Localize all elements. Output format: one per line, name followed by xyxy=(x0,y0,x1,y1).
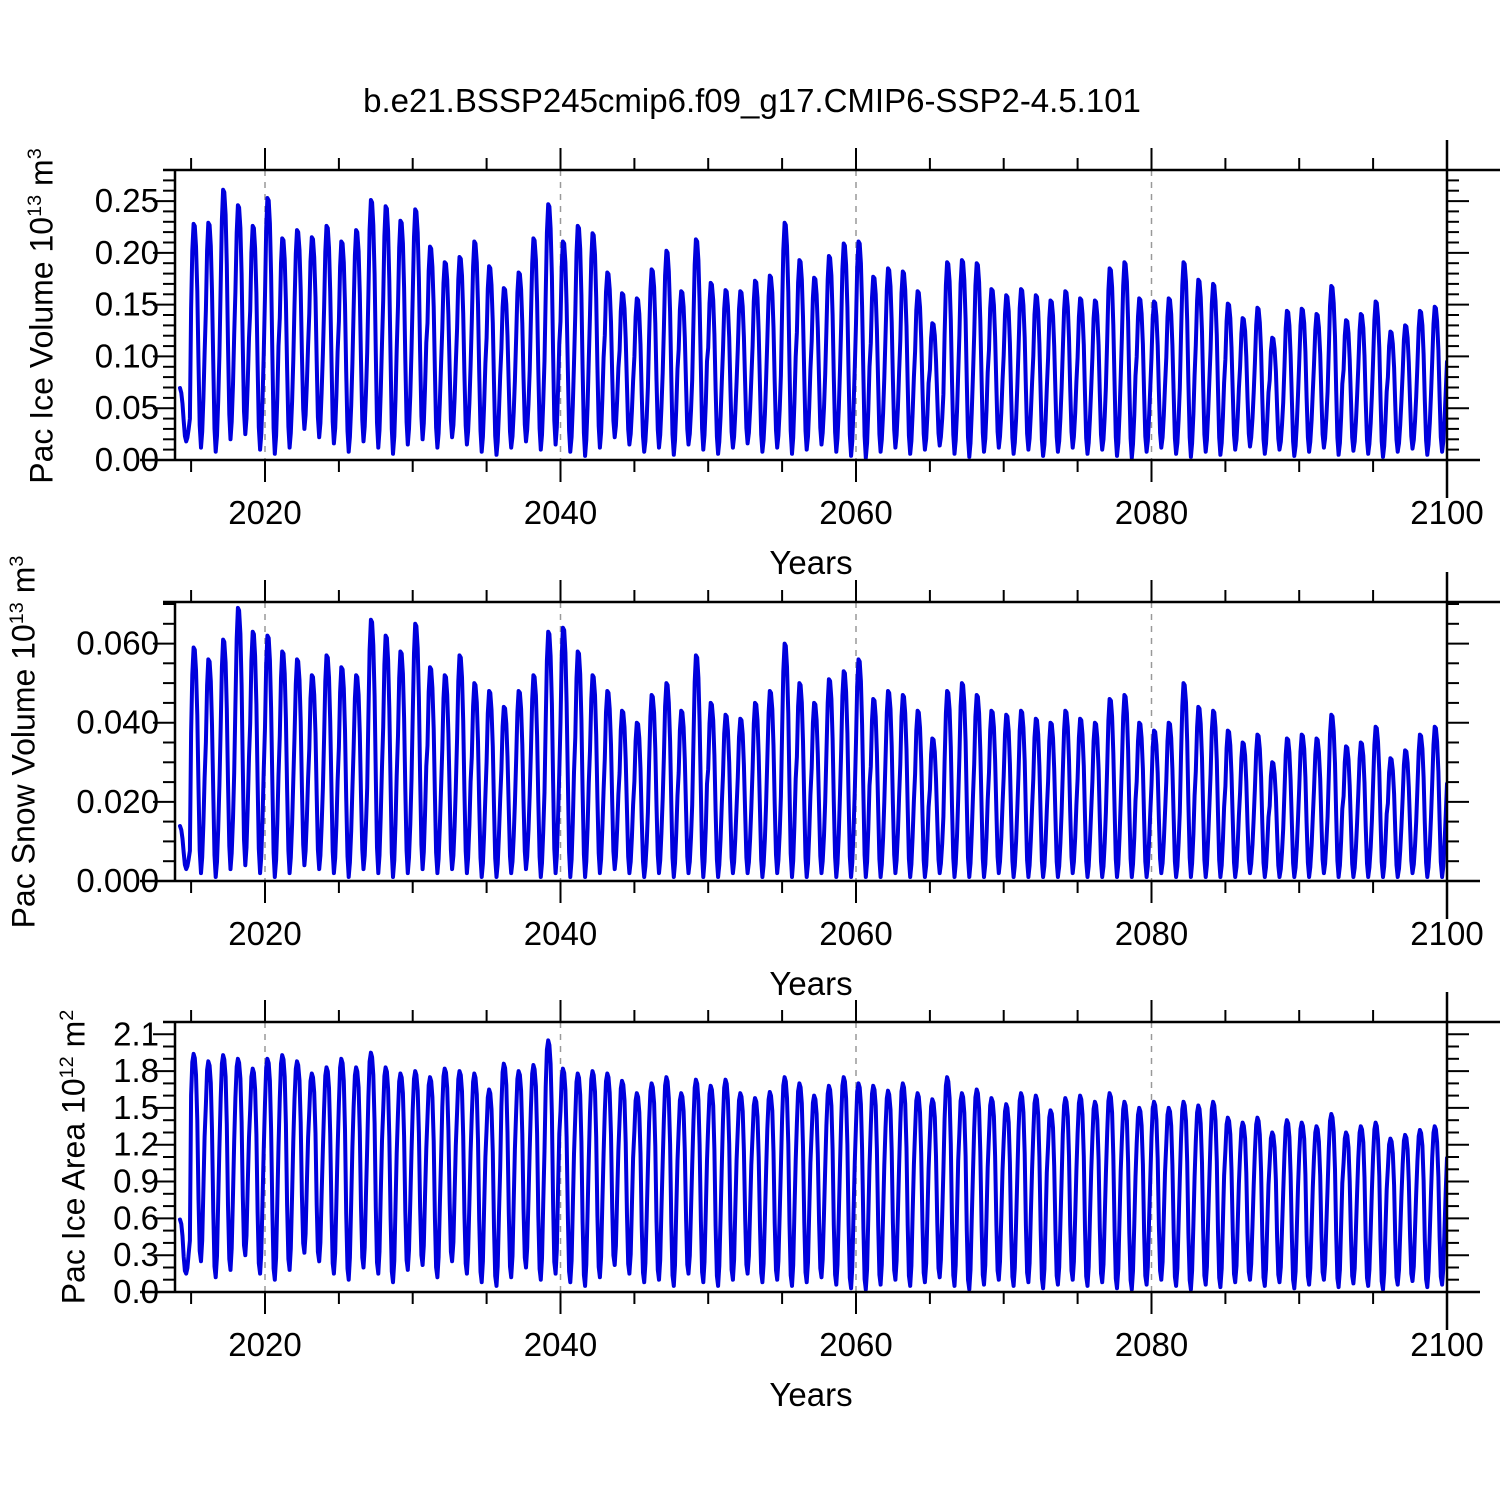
panel-ice-area: 2020 2040 2060 2080 2100 0.00.30.60.91.21.51.… xyxy=(113,992,1500,1363)
x-axis-label-panel3: Years xyxy=(769,1376,853,1413)
svg-text:1.2: 1.2 xyxy=(113,1126,159,1163)
svg-text:2100: 2100 xyxy=(1410,915,1483,952)
y-axis-exponent: 13 xyxy=(5,602,28,625)
panel-snow-volume: 2020 2040 2060 2080 2100 0.000 0.020 0.040 0.060 xyxy=(76,572,1500,952)
svg-text:0.3: 0.3 xyxy=(113,1236,159,1273)
y-axis-unit: m xyxy=(55,1020,92,1057)
x-axis-label-panel1: Years xyxy=(769,544,853,581)
svg-text:0.6: 0.6 xyxy=(113,1199,159,1236)
y-axis-label-snow-volume: Pac Snow Volume 1013 m3 xyxy=(6,556,43,929)
y-axis-unit-exponent: 3 xyxy=(23,148,46,160)
svg-text:0.20: 0.20 xyxy=(95,234,159,271)
svg-text:2040: 2040 xyxy=(524,494,597,531)
svg-text:2020: 2020 xyxy=(228,494,301,531)
y-axis-unit: m xyxy=(23,159,60,195)
y-axis-unit: m xyxy=(5,566,42,603)
svg-text:0.040: 0.040 xyxy=(76,704,159,741)
series-ice-area xyxy=(178,1038,1447,1292)
svg-text:2060: 2060 xyxy=(819,494,892,531)
svg-text:0.060: 0.060 xyxy=(76,625,159,662)
y-axis-exponent: 13 xyxy=(23,194,46,217)
svg-text:2100: 2100 xyxy=(1410,494,1483,531)
series-snow-volume xyxy=(178,605,1447,879)
y-axis-label-text: Pac Ice Volume 10 xyxy=(23,216,60,484)
y-axis-label-ice-volume: Pac Ice Volume 1013 m3 xyxy=(24,148,61,483)
svg-text:0.15: 0.15 xyxy=(95,286,159,323)
svg-text:2.1: 2.1 xyxy=(113,1015,159,1052)
svg-text:0.25: 0.25 xyxy=(95,182,159,219)
svg-text:2020: 2020 xyxy=(228,915,301,952)
svg-text:0.9: 0.9 xyxy=(113,1163,159,1200)
x-axis-label-panel2: Years xyxy=(769,965,853,1002)
svg-text:2080: 2080 xyxy=(1115,915,1188,952)
svg-text:2080: 2080 xyxy=(1115,1326,1188,1363)
svg-text:2020: 2020 xyxy=(228,1326,301,1363)
svg-text:2040: 2040 xyxy=(524,915,597,952)
svg-text:0.05: 0.05 xyxy=(95,389,159,426)
y-axis-label-text: Pac Snow Volume 10 xyxy=(5,624,42,929)
y-axis-exponent: 12 xyxy=(55,1056,78,1079)
svg-text:2060: 2060 xyxy=(819,915,892,952)
svg-text:2040: 2040 xyxy=(524,1326,597,1363)
svg-text:0.020: 0.020 xyxy=(76,783,159,820)
svg-text:0.000: 0.000 xyxy=(76,862,159,899)
svg-text:1.5: 1.5 xyxy=(113,1089,159,1126)
y-axis-label-text: Pac Ice Area 10 xyxy=(55,1078,92,1305)
svg-text:2100: 2100 xyxy=(1410,1326,1483,1363)
panel-ice-volume: 2020 2040 2060 2080 2100 0.00 0.05 0.10 0.15 0.20… xyxy=(95,140,1500,531)
svg-text:1.8: 1.8 xyxy=(113,1052,159,1089)
svg-text:0.10: 0.10 xyxy=(95,337,159,374)
series-ice-volume xyxy=(178,187,1447,460)
y-axis-unit-exponent: 3 xyxy=(5,555,28,567)
plot-title: b.e21.BSSP245cmip6.f09_g17.CMIP6-SSP2-4.… xyxy=(363,82,1141,119)
svg-text:2060: 2060 xyxy=(819,1326,892,1363)
svg-text:2080: 2080 xyxy=(1115,494,1188,531)
svg-text:0.00: 0.00 xyxy=(95,441,159,478)
svg-text:0.0: 0.0 xyxy=(113,1273,159,1310)
y-axis-unit-exponent: 2 xyxy=(55,1009,78,1021)
y-axis-label-ice-area: Pac Ice Area 1012 m2 xyxy=(56,1010,93,1305)
